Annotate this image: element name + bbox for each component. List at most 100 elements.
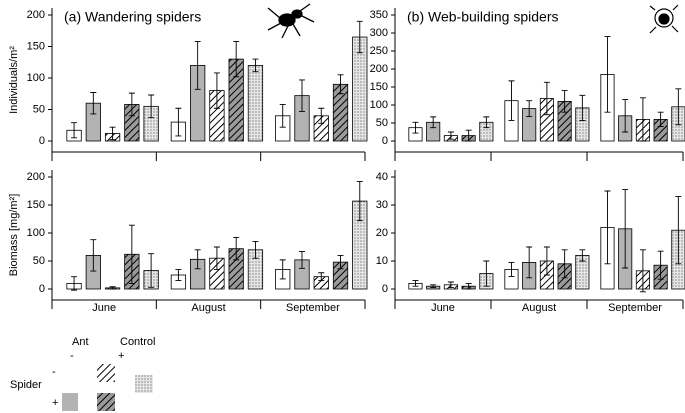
- error-bar: [508, 261, 515, 277]
- legend-ant-level: -: [70, 350, 74, 362]
- error-bar: [561, 249, 568, 279]
- legend-spider-level: -: [52, 366, 56, 378]
- error-bar: [622, 99, 629, 133]
- error-bar: [579, 249, 586, 262]
- error-bar: [298, 251, 305, 269]
- legend: Ant - + Control Spider - +: [10, 336, 155, 411]
- y-tick-label: 250: [370, 45, 388, 57]
- error-bar: [412, 121, 419, 134]
- error-bar: [148, 253, 155, 288]
- error-bar: [252, 58, 259, 73]
- y-tick-label: 150: [27, 199, 45, 211]
- chart-title: (b) Web-building spiders: [407, 9, 558, 25]
- error-bar: [318, 272, 325, 282]
- error-bar: [622, 189, 629, 269]
- y-tick-label: 30: [376, 199, 388, 211]
- y-tick-label: 200: [27, 9, 45, 21]
- spider-icon: [267, 3, 315, 39]
- x-tick-label: June: [92, 302, 116, 314]
- error-bar: [604, 36, 611, 113]
- legend-spider-level: +: [52, 397, 58, 409]
- error-bar: [213, 246, 220, 270]
- error-bar: [252, 240, 259, 259]
- error-bar: [109, 286, 116, 290]
- legend-control: Control: [120, 336, 155, 348]
- error-bar: [148, 94, 155, 119]
- y-tick-label: 100: [370, 99, 388, 111]
- error-bar: [639, 97, 646, 142]
- y-tick-label: 200: [27, 171, 45, 183]
- legend-ant: Ant: [72, 336, 89, 348]
- error-bar: [465, 129, 472, 142]
- y-tick-label: 0: [382, 135, 388, 147]
- error-bar: [430, 284, 437, 289]
- x-tick-label: August: [191, 302, 225, 314]
- y-tick-label: 50: [33, 255, 45, 267]
- error-bar: [71, 122, 78, 139]
- error-bar: [639, 249, 646, 293]
- error-bar: [543, 246, 550, 276]
- error-bar: [508, 80, 515, 121]
- error-bar: [194, 41, 201, 90]
- error-bar: [298, 79, 305, 112]
- legend-swatch: [97, 364, 115, 382]
- legend-swatch: [62, 393, 78, 411]
- error-bar: [318, 107, 325, 124]
- y-tick-label: 150: [370, 81, 388, 93]
- y-tick-label: 50: [33, 103, 45, 115]
- error-bar: [233, 237, 240, 261]
- error-bar: [430, 116, 437, 129]
- y-tick-label: 100: [27, 72, 45, 84]
- error-bar: [71, 276, 78, 291]
- bar: [247, 65, 264, 142]
- error-bar: [526, 246, 533, 279]
- web-spider-icon: [649, 4, 679, 34]
- error-bar: [675, 88, 682, 126]
- error-bar: [279, 104, 286, 128]
- legend-swatch: [97, 393, 115, 411]
- error-bar: [175, 107, 182, 137]
- legend-spider: Spider: [10, 379, 42, 391]
- x-tick-label: September: [286, 302, 340, 314]
- error-bar: [337, 254, 344, 270]
- y-tick-label: 150: [27, 40, 45, 52]
- y-axis-label: Biomass [mg/m²]: [8, 194, 20, 277]
- error-bar: [657, 250, 664, 280]
- x-tick-label: September: [608, 302, 662, 314]
- error-bar: [194, 249, 201, 270]
- error-bar: [483, 116, 490, 129]
- y-tick-label: 20: [376, 227, 388, 239]
- error-bar: [483, 260, 490, 287]
- error-bar: [356, 20, 363, 54]
- y-tick-label: 0: [39, 135, 45, 147]
- error-bar: [465, 282, 472, 290]
- error-bar: [412, 280, 419, 287]
- error-bar: [213, 72, 220, 109]
- error-bar: [90, 92, 97, 115]
- error-bar: [90, 239, 97, 272]
- error-bar: [657, 111, 664, 128]
- legend-ant-level: +: [118, 350, 124, 362]
- error-bar: [447, 131, 454, 140]
- legend-swatch: [135, 375, 153, 393]
- y-tick-label: 0: [39, 283, 45, 295]
- y-axis-label: Individuals/m²: [8, 46, 20, 114]
- y-tick-label: 40: [376, 171, 388, 183]
- y-tick-label: 0: [382, 283, 388, 295]
- error-bar: [128, 92, 135, 117]
- error-bar: [279, 259, 286, 280]
- y-tick-label: 50: [376, 117, 388, 129]
- error-bar: [526, 100, 533, 117]
- y-tick-label: 100: [27, 227, 45, 239]
- error-bar: [175, 268, 182, 282]
- error-bar: [233, 41, 240, 78]
- error-bar: [543, 81, 550, 116]
- error-bar: [604, 190, 611, 265]
- y-tick-label: 350: [370, 9, 388, 21]
- error-bar: [579, 94, 586, 121]
- x-tick-label: August: [522, 302, 556, 314]
- error-bar: [109, 126, 116, 141]
- error-bar: [128, 224, 135, 284]
- error-bar: [337, 74, 344, 95]
- error-bar: [675, 196, 682, 265]
